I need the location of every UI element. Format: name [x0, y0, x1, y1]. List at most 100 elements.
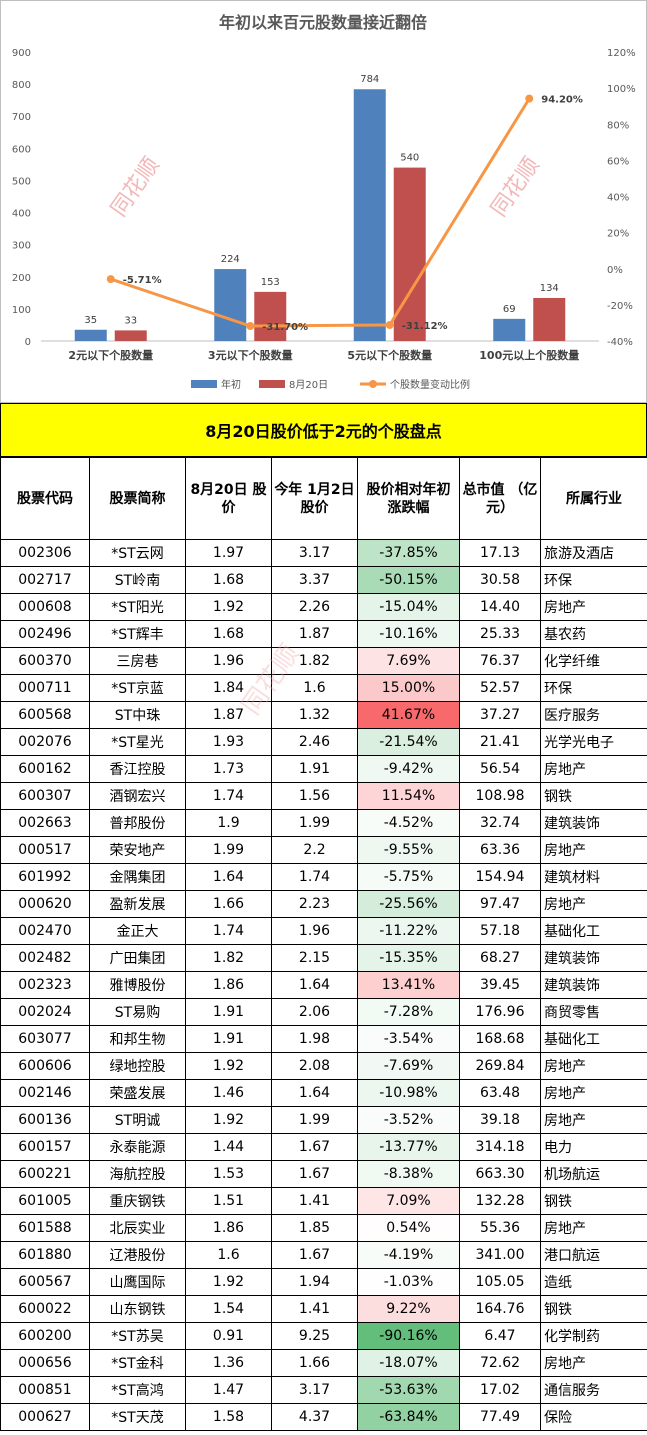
table-cell: 金隅集团 — [89, 863, 186, 891]
table-cell: ST易购 — [89, 998, 186, 1026]
table-cell: 普邦股份 — [89, 809, 186, 837]
table-cell: 000517 — [0, 836, 90, 864]
table-cell: 0.91 — [185, 1322, 272, 1350]
table-cell: 3.37 — [271, 566, 358, 594]
table-cell: 1.36 — [185, 1349, 272, 1377]
table-cell: 香江控股 — [89, 755, 186, 783]
table-cell: 63.36 — [459, 836, 541, 864]
y-left-tick-label: 300 — [12, 241, 31, 252]
table-cell: *ST云网 — [89, 539, 186, 567]
table-cell: 旅游及酒店 — [540, 539, 647, 567]
table-row: 002496 *ST辉丰 1.68 1.87 -10.16% 25.33 基农药 — [0, 620, 647, 648]
table-cell: 造纸 — [540, 1268, 647, 1296]
table-cell: 建筑材料 — [540, 863, 647, 891]
table-cell: 108.98 — [459, 782, 541, 810]
y-right-tick-label: 40% — [607, 193, 629, 204]
table-cell: 341.00 — [459, 1241, 541, 1269]
table-row: 002146 荣盛发展 1.46 1.64 -10.98% 63.48 房地产 — [0, 1079, 647, 1107]
table-cell: -7.69% — [357, 1052, 460, 1080]
table-cell: 600200 — [0, 1322, 90, 1350]
table-cell: 1.96 — [185, 647, 272, 675]
table-cell: 永泰能源 — [89, 1133, 186, 1161]
table-cell: 1.6 — [185, 1241, 272, 1269]
table-cell: 钢铁 — [540, 1187, 647, 1215]
table-cell: 600567 — [0, 1268, 90, 1296]
table-cell: -25.56% — [357, 890, 460, 918]
table-cell: 1.44 — [185, 1133, 272, 1161]
table-cell: 房地产 — [540, 890, 647, 918]
table-cell: 30.58 — [459, 566, 541, 594]
table-cell: 1.32 — [271, 701, 358, 729]
table-cell: 269.84 — [459, 1052, 541, 1080]
legend-label: 8月20日 — [289, 379, 328, 391]
line-value-label: -31.12% — [402, 321, 448, 332]
table-row: 600022 山东钢铁 1.54 1.41 9.22% 164.76 钢铁 — [0, 1295, 647, 1323]
table-cell: 1.41 — [271, 1187, 358, 1215]
table-cell: 钢铁 — [540, 782, 647, 810]
table-cell: 1.68 — [185, 620, 272, 648]
table-cell: -3.54% — [357, 1025, 460, 1053]
table-cell: 房地产 — [540, 593, 647, 621]
table-cell: 港口航运 — [540, 1241, 647, 1269]
table-cell: 1.91 — [185, 1025, 272, 1053]
x-tick-label: 100元以上个股数量 — [479, 348, 579, 362]
table-cell: 7.69% — [357, 647, 460, 675]
bar — [214, 269, 247, 341]
table-cell: 房地产 — [540, 836, 647, 864]
table-cell: 3.17 — [271, 539, 358, 567]
table-cell: 雅博股份 — [89, 971, 186, 999]
bar — [74, 329, 107, 341]
table-cell: 房地产 — [540, 1214, 647, 1242]
table-cell: 1.74 — [271, 863, 358, 891]
table-cell: 97.47 — [459, 890, 541, 918]
table-row: 002663 普邦股份 1.9 1.99 -4.52% 32.74 建筑装饰 — [0, 809, 647, 837]
table-cell: 9.25 — [271, 1322, 358, 1350]
table-cell: 钢铁 — [540, 1295, 647, 1323]
table-cell: *ST辉丰 — [89, 620, 186, 648]
y-right-tick-label: 120% — [607, 48, 636, 59]
table-cell: 600022 — [0, 1295, 90, 1323]
series-line — [110, 97, 531, 328]
table-cell: 1.99 — [185, 836, 272, 864]
table-cell: *ST苏吴 — [89, 1322, 186, 1350]
table-cell: 建筑装饰 — [540, 971, 647, 999]
table-cell: 化学制药 — [540, 1322, 647, 1350]
line-point — [525, 94, 534, 103]
table-cell: 房地产 — [540, 1349, 647, 1377]
watermark: 同花顺 — [487, 153, 545, 221]
x-tick-label: 3元以下个股数量 — [208, 348, 293, 362]
table-cell: *ST星光 — [89, 728, 186, 756]
table-row: 600606 绿地控股 1.92 2.08 -7.69% 269.84 房地产 — [0, 1052, 647, 1080]
x-tick-label: 5元以下个股数量 — [347, 348, 432, 362]
table-cell: -18.07% — [357, 1349, 460, 1377]
table-row: 002076 *ST星光 1.93 2.46 -21.54% 21.41 光学光电子 — [0, 728, 647, 756]
line-value-label: -31.70% — [262, 322, 308, 333]
table-cell: 环保 — [540, 566, 647, 594]
table-cell: 金正大 — [89, 917, 186, 945]
table-cell: 63.48 — [459, 1079, 541, 1107]
table-cell: 601588 — [0, 1214, 90, 1242]
table-cell: 三房巷 — [89, 647, 186, 675]
table-cell: 1.6 — [271, 674, 358, 702]
table-cell: 25.33 — [459, 620, 541, 648]
table-cell: -50.15% — [357, 566, 460, 594]
bar — [353, 89, 386, 341]
table-cell: -5.75% — [357, 863, 460, 891]
table-cell: 17.13 — [459, 539, 541, 567]
table-cell: 000711 — [0, 674, 90, 702]
column-header: 总市值 （亿元） — [459, 457, 541, 540]
table-cell: 52.57 — [459, 674, 541, 702]
table-cell: 1.87 — [271, 620, 358, 648]
y-left-tick-label: 0 — [25, 337, 31, 348]
table-cell: 山东钢铁 — [89, 1295, 186, 1323]
y-right-tick-label: 20% — [607, 229, 629, 240]
table-cell: 盈新发展 — [89, 890, 186, 918]
legend-swatch — [191, 380, 217, 388]
column-header: 今年 1月2日 股价 — [271, 457, 358, 540]
table-cell: 39.45 — [459, 971, 541, 999]
table-cell: 光学光电子 — [540, 728, 647, 756]
table-cell: 辽港股份 — [89, 1241, 186, 1269]
table-row: 601005 重庆钢铁 1.51 1.41 7.09% 132.28 钢铁 — [0, 1187, 647, 1215]
table-cell: -11.22% — [357, 917, 460, 945]
table-cell: 13.41% — [357, 971, 460, 999]
